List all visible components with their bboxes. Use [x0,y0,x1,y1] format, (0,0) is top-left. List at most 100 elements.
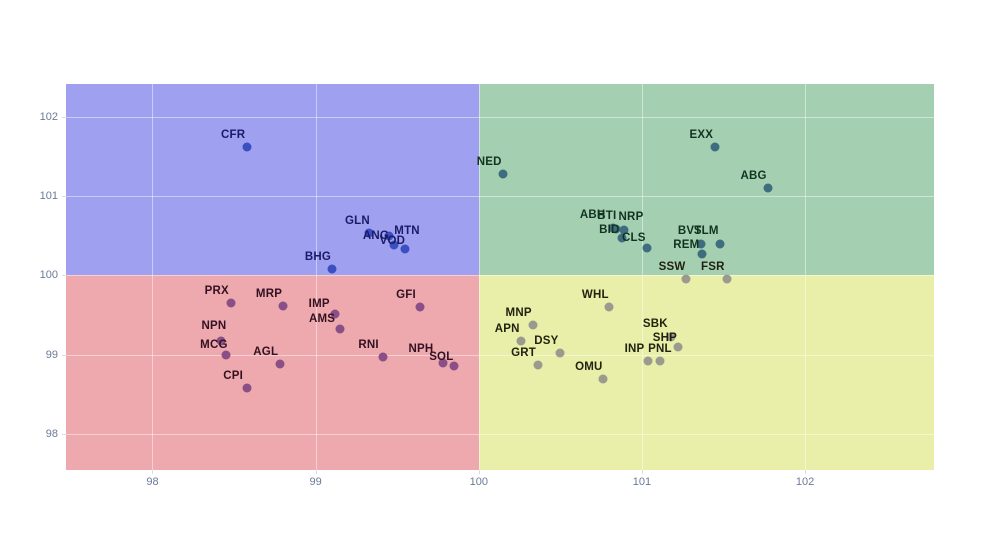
x-axis-tickmark [478,470,480,474]
scatter-point-label: SBK [642,317,668,330]
scatter-point[interactable] [598,374,608,384]
scatter-point[interactable] [364,228,374,238]
scatter-point[interactable] [528,320,538,330]
scatter-point[interactable] [378,352,388,362]
scatter-point-label: NRP [618,211,644,224]
scatter-point-label: IMP [308,297,330,310]
scatter-point[interactable] [666,332,676,342]
scatter-point-label: CFR [220,128,246,141]
y-axis-tick-label: 99 [45,348,58,361]
y-axis-tickmark [62,116,66,118]
scatter-point[interactable] [619,225,629,235]
y-axis-tickmark [62,354,66,356]
scatter-point[interactable] [681,274,691,284]
gridline-vertical [805,84,807,470]
y-axis-tickmark [62,195,66,197]
scatter-point-label: FSR [700,261,725,274]
scatter-point-label: BTI [597,210,617,223]
scatter-point[interactable] [415,302,425,312]
scatter-point-label: OMU [575,360,603,373]
scatter-point-label: GRT [511,347,536,360]
scatter-point[interactable] [555,348,565,358]
gridline-vertical [315,84,317,470]
scatter-point-label: AGL [253,346,279,359]
y-axis-tickmark [62,434,66,436]
scatter-point[interactable] [327,264,337,274]
y-axis-tickmark [62,275,66,277]
scatter-point[interactable] [710,142,720,152]
scatter-point[interactable] [221,350,231,360]
scatter-point-label: DSY [534,335,559,348]
scatter-point-label: MTN [394,225,420,238]
gridline-horizontal [66,275,934,277]
y-axis-tick-label: 102 [39,110,58,123]
gridline-vertical [478,84,480,470]
gridline-horizontal [66,116,934,118]
quadrant-top-right [478,84,934,276]
gridline-vertical [152,84,154,470]
scatter-point-label: REM [673,238,700,251]
scatter-point[interactable] [242,383,252,393]
scatter-point[interactable] [278,301,288,311]
scatter-point[interactable] [763,183,773,193]
x-axis-tickmark [641,470,643,474]
scatter-point[interactable] [335,324,345,334]
scatter-point[interactable] [384,231,394,241]
scatter-point-label: INP [624,343,645,356]
quadrant-bottom-right [478,275,934,470]
scatter-point-label: NPH [408,342,434,355]
scatter-point-label: NED [476,155,502,168]
scatter-point[interactable] [533,360,543,370]
scatter-point[interactable] [216,336,226,346]
scatter-point[interactable] [389,240,399,250]
gridline-horizontal [66,354,934,356]
x-axis-tickmark [315,470,317,474]
scatter-point-label: SHP [652,331,677,344]
scatter-point[interactable] [498,169,508,179]
scatter-point[interactable] [226,298,236,308]
scatter-point-label: VOD [379,235,406,248]
scatter-point-label: SSW [658,261,686,274]
scatter-point[interactable] [655,356,665,366]
x-axis-tick-label: 101 [632,476,652,488]
scatter-point-label: WHL [581,289,609,302]
scatter-point[interactable] [643,356,653,366]
scatter-point[interactable] [242,142,252,152]
scatter-point-label: NPN [201,319,227,332]
scatter-point[interactable] [330,309,340,319]
x-axis-tickmark [805,470,807,474]
gridline-vertical [641,84,643,470]
x-axis-tick-label: 100 [469,476,488,488]
scatter-point[interactable] [400,244,410,254]
scatter-point[interactable] [696,239,706,249]
x-axis-tick-label: 98 [146,476,159,488]
scatter-point-label: MNP [505,307,532,320]
scatter-point[interactable] [673,342,683,352]
scatter-point-label: APN [494,323,520,336]
scatter-point[interactable] [642,243,652,253]
scatter-point[interactable] [449,361,459,371]
scatter-point-label: EXX [689,128,714,141]
x-axis-tick-label: 102 [795,476,815,488]
scatter-point[interactable] [516,336,526,346]
scatter-point-label: SOL [429,350,454,363]
scatter-point-label: ABH [579,208,606,221]
quadrant-bottom-left [66,275,479,470]
y-axis-tick-label: 100 [39,269,58,282]
scatter-point[interactable] [438,358,448,368]
scatter-point[interactable] [715,239,725,249]
scatter-point-label: BHG [304,251,332,264]
scatter-point[interactable] [275,359,285,369]
scatter-point-label: MCG [200,338,228,351]
scatter-point[interactable] [722,274,732,284]
scatter-point-label: BID [599,224,620,237]
scatter-point[interactable] [611,224,621,234]
scatter-point-label: CPI [223,370,243,383]
scatter-point[interactable] [697,249,707,259]
scatter-point-label: GFI [396,289,416,302]
scatter-point-label: AMS [309,313,336,326]
scatter-point-label: PNL [648,343,672,356]
scatter-point[interactable] [617,233,627,243]
scatter-point[interactable] [604,302,614,312]
